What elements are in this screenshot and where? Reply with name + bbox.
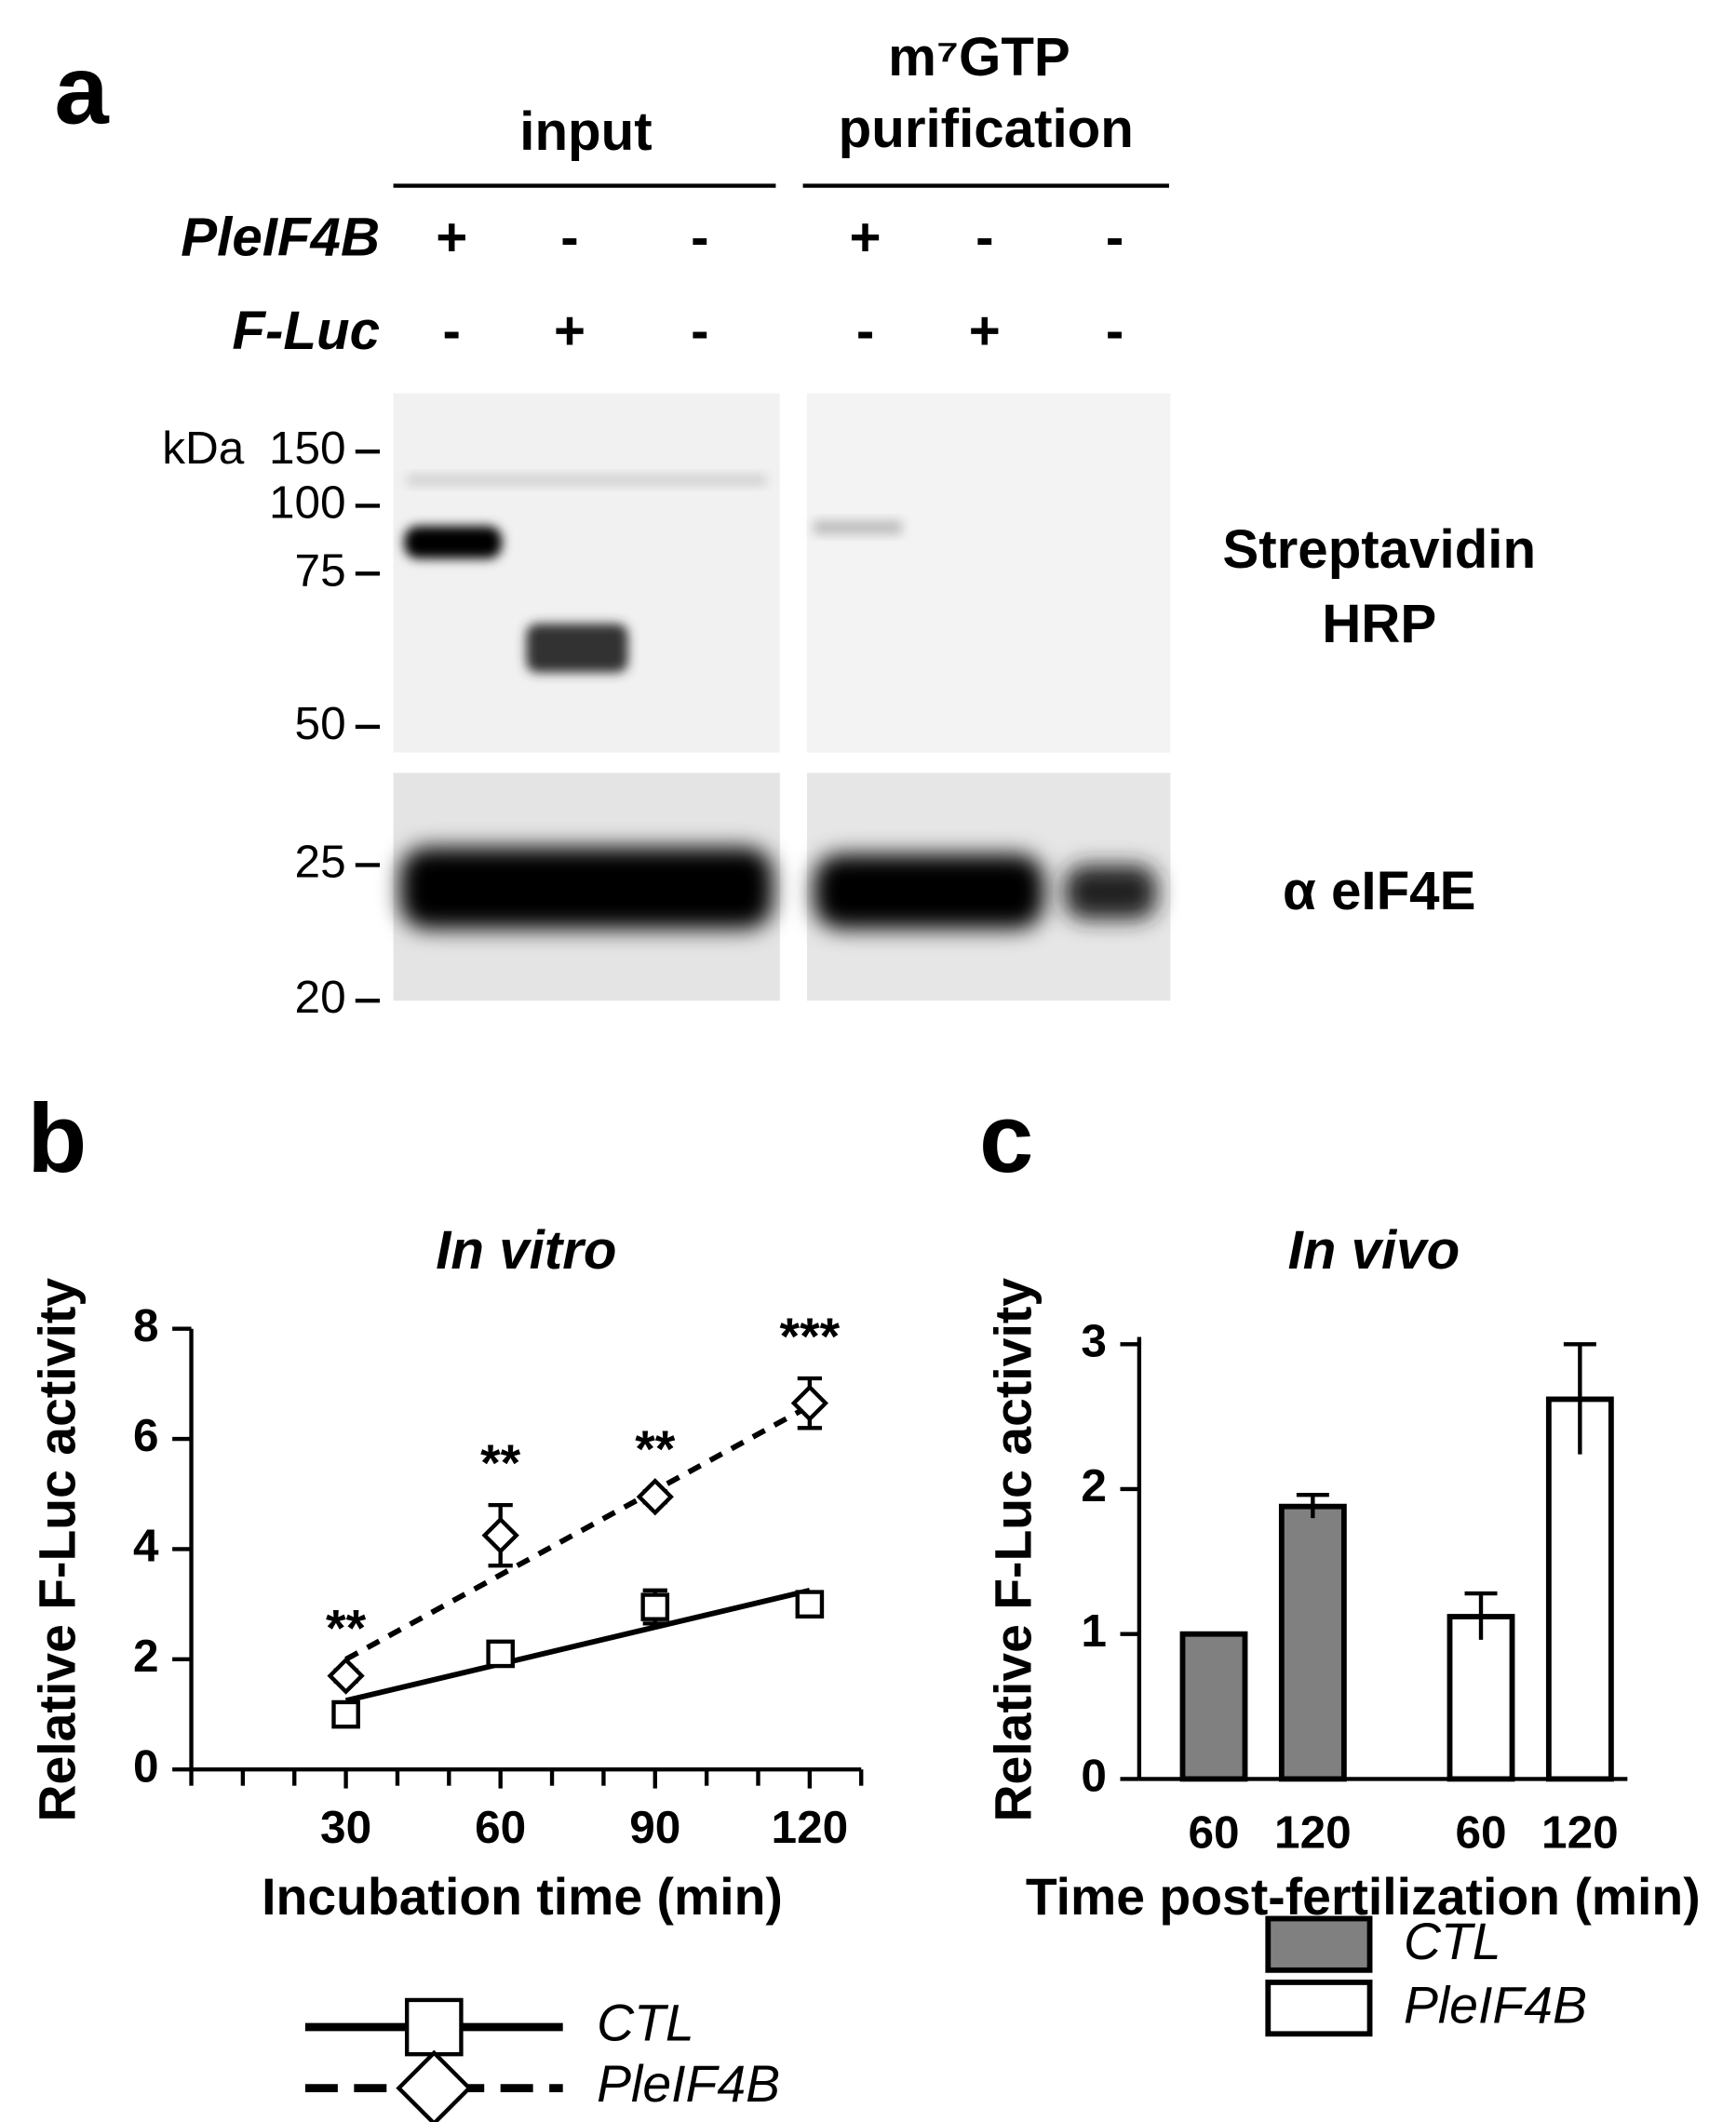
x-tick-label: 120 [772, 1802, 849, 1853]
annotation: *** [780, 1308, 841, 1365]
data-point [795, 1590, 825, 1618]
group-label: m⁷GTP [888, 27, 1070, 87]
panel-label: c [979, 1084, 1033, 1193]
legend-label: PleIF4B [1404, 1977, 1587, 2035]
band [526, 624, 628, 673]
bar [1447, 1614, 1515, 1782]
marker-label: 50 [295, 698, 346, 749]
annotation: ** [635, 1420, 676, 1478]
band [814, 520, 902, 535]
y-tick-label: 3 [1081, 1315, 1107, 1366]
probe-label: Streptavidin [1222, 519, 1536, 580]
legend-label: PleIF4B [597, 2055, 780, 2113]
bar [1545, 1396, 1614, 1782]
sign: + [850, 208, 881, 268]
y-tick-label: 2 [1081, 1460, 1107, 1511]
marker-label: 150 [269, 423, 346, 474]
x-tick-label: 30 [320, 1802, 371, 1853]
bar [1278, 1503, 1347, 1782]
y-tick-label: 2 [133, 1631, 159, 1682]
band [399, 847, 774, 929]
y-axis-label: Relative F-Luc activity [984, 1278, 1042, 1822]
annotation: ** [326, 1600, 367, 1658]
legend-marker [396, 2049, 473, 2122]
sign: - [691, 301, 708, 361]
row-label: PleIF4B [181, 208, 380, 268]
band [404, 526, 503, 559]
sign: - [691, 208, 708, 268]
legend-swatch [1265, 1980, 1373, 2037]
y-tick-label: 8 [133, 1300, 159, 1351]
sign: + [554, 301, 585, 361]
y-tick-label: 4 [133, 1521, 159, 1572]
marker-label: 25 [295, 837, 346, 888]
sign: - [1106, 208, 1124, 268]
probe-label: HRP [1322, 594, 1436, 654]
legend-swatch [1265, 1915, 1373, 1973]
kda-label: kDa [162, 423, 245, 474]
x-tick-label: 90 [629, 1802, 680, 1853]
bar [1179, 1631, 1248, 1782]
y-axis-label: Relative F-Luc activity [28, 1278, 86, 1822]
error-bar [1464, 1591, 1498, 1640]
sign: - [443, 301, 461, 361]
sign: + [969, 301, 1001, 361]
fit-line [344, 1588, 811, 1704]
fit-line [344, 1403, 812, 1662]
y-tick-label: 6 [133, 1410, 159, 1461]
blot-panel [393, 393, 780, 753]
data-point [790, 1384, 828, 1422]
panel-label: a [54, 36, 109, 145]
band [407, 474, 767, 486]
x-tick-label: 120 [1274, 1807, 1352, 1859]
y-tick-label: 0 [133, 1740, 159, 1792]
group-label: input [519, 101, 652, 162]
marker-label: 75 [295, 544, 346, 596]
data-point [481, 1516, 519, 1554]
x-tick-label: 60 [1188, 1807, 1239, 1859]
annotation: ** [480, 1434, 521, 1492]
chart-title: In vitro [436, 1220, 616, 1281]
data-point [327, 1657, 365, 1695]
legend-label: CTL [597, 1994, 694, 2052]
data-point [636, 1478, 674, 1516]
data-point [640, 1592, 670, 1621]
group-label: purification [839, 99, 1134, 159]
sign: - [856, 301, 874, 361]
band [1064, 865, 1157, 920]
data-point [486, 1639, 515, 1669]
sign: - [1106, 301, 1124, 361]
row-label: F-Luc [232, 301, 380, 361]
probe-label: α eIF4E [1283, 861, 1475, 921]
legend-marker [404, 1997, 464, 2057]
x-tick-label: 60 [1455, 1807, 1506, 1859]
data-point [331, 1699, 360, 1729]
x-axis-label: Incubation time (min) [262, 1868, 783, 1926]
sign: + [436, 208, 467, 268]
sign: - [560, 208, 578, 268]
chart-title: In vivo [1288, 1220, 1460, 1281]
error-bar [1296, 1493, 1329, 1519]
panel-label: b [27, 1084, 87, 1193]
marker-label: 20 [295, 972, 346, 1023]
x-tick-label: 120 [1541, 1807, 1619, 1859]
x-tick-label: 60 [475, 1802, 526, 1853]
legend-label: CTL [1404, 1913, 1501, 1970]
y-tick-label: 0 [1081, 1750, 1107, 1801]
band [814, 853, 1044, 929]
marker-label: 100 [269, 477, 346, 528]
error-bar [1563, 1342, 1596, 1455]
sign: - [976, 208, 993, 268]
blot-panel [806, 393, 1171, 753]
y-tick-label: 1 [1081, 1605, 1107, 1657]
